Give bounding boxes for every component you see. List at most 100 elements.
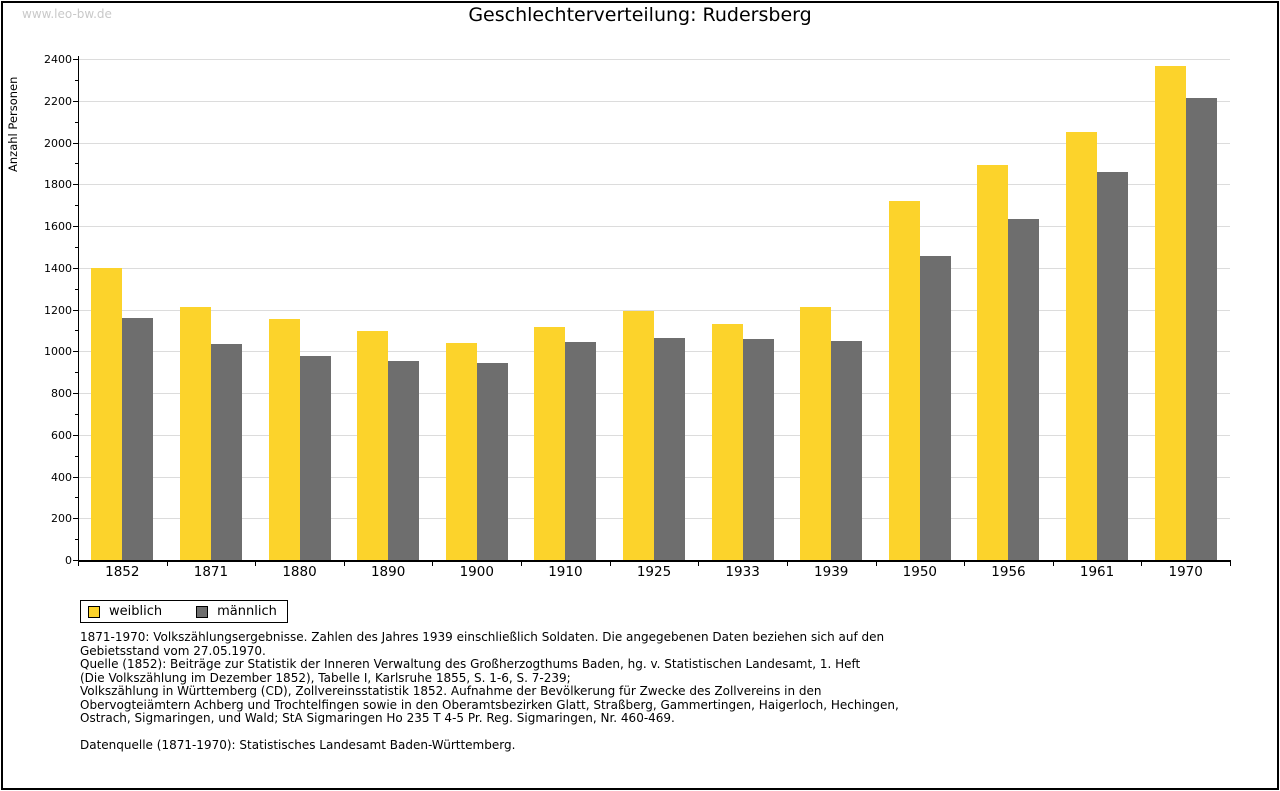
x-tick-5 [521,560,523,566]
bar-maennlich-1900 [476,362,508,560]
x-tick-label-1871: 1871 [193,564,229,580]
bar-maennlich-1852 [122,317,154,560]
x-tick-11 [1052,560,1054,566]
y-tick-900 [75,372,78,374]
bar-maennlich-1933 [742,338,774,560]
bar-weiblich-1970 [1154,66,1186,560]
legend-swatch-weiblich [88,605,100,618]
y-tick-label-1000: 1000 [44,345,72,359]
bar-weiblich-1900 [445,342,477,560]
y-tick-label-1800: 1800 [44,178,72,192]
y-tick-2400 [73,59,78,60]
x-tick-8 [786,560,788,566]
bar-maennlich-1970 [1185,97,1217,560]
y-tick-2100 [75,121,78,123]
x-tick-label-1956: 1956 [991,564,1026,580]
y-tick-label-200: 200 [51,512,72,526]
x-tick-label-1910: 1910 [548,564,583,580]
bar-weiblich-1939 [800,307,832,560]
bar-weiblich-1961 [1066,132,1098,560]
bar-weiblich-1871 [179,307,211,560]
y-tick-label-1200: 1200 [44,303,72,317]
x-axis-line [78,560,1231,562]
gridline-2000 [78,142,1230,144]
gridline-1800 [78,184,1230,186]
footnote-text: 1871-1970: Volkszählungsergebnisse. Zahl… [80,630,899,752]
gridline-2200 [78,100,1230,102]
legend-label-maennlich: männlich [217,604,277,619]
y-tick-1800 [73,184,78,186]
bar-weiblich-1880 [268,318,300,560]
y-tick-label-1400: 1400 [44,261,72,275]
y-tick-1400 [73,267,78,269]
y-tick-2200 [73,100,78,102]
y-tick-500 [75,455,78,457]
x-tick-label-1961: 1961 [1079,564,1115,580]
x-tick-label-1880: 1880 [282,564,317,580]
x-tick-label-1939: 1939 [814,564,849,580]
x-tick-3 [343,560,345,566]
y-tick-1700 [75,205,78,207]
x-tick-4 [432,560,434,566]
gridline-1200 [78,309,1230,311]
y-tick-600 [73,434,78,436]
bar-maennlich-1956 [1008,218,1040,560]
bar-weiblich-1950 [888,200,920,560]
x-tick-label-1950: 1950 [902,564,938,580]
y-tick-800 [73,393,78,394]
watermark: www.leo-bw.de [22,7,112,21]
x-tick-1 [166,560,168,566]
y-tick-200 [73,518,78,520]
x-tick-9 [875,560,877,566]
y-tick-label-600: 600 [51,428,72,442]
x-tick-2 [255,560,257,566]
y-tick-1100 [75,330,78,332]
bar-maennlich-1871 [210,343,242,560]
x-tick-label-1925: 1925 [636,564,672,580]
x-tick-label-1852: 1852 [105,564,140,580]
bar-maennlich-1961 [1097,171,1129,560]
x-tick-label-1900: 1900 [459,564,494,580]
y-tick-400 [73,476,78,478]
bar-maennlich-1880 [299,356,331,560]
gridline-1400 [78,267,1230,269]
y-tick-label-1600: 1600 [44,220,72,233]
bar-maennlich-1925 [654,337,685,560]
bar-weiblich-1852 [91,267,123,560]
bar-maennlich-1910 [565,341,597,560]
y-tick-label-800: 800 [51,387,72,400]
x-tick-0 [78,560,79,566]
bar-maennlich-1890 [388,360,420,560]
y-tick-100 [75,539,78,541]
legend-label-weiblich: weiblich [109,604,163,619]
bar-weiblich-1890 [357,331,389,560]
y-tick-1300 [75,288,78,290]
x-tick-12 [1141,560,1143,566]
bar-weiblich-1910 [534,327,566,560]
y-tick-label-2000: 2000 [44,136,72,150]
x-tick-label-1970: 1970 [1168,564,1203,580]
x-tick-10 [964,560,966,566]
y-tick-1500 [75,246,78,248]
x-tick-7 [698,560,700,566]
y-tick-label-2400: 2400 [44,53,72,66]
chart-title: Geschlechterverteilung: Rudersberg [468,4,812,26]
y-axis-line [78,56,79,560]
y-tick-1200 [73,309,78,311]
x-tick-label-1890: 1890 [370,564,406,580]
x-tick-13 [1230,560,1231,566]
bar-weiblich-1956 [977,165,1009,560]
x-tick-6 [609,560,611,566]
legend-swatch-maennlich [196,605,209,618]
y-tick-label-400: 400 [51,470,72,484]
y-tick-1000 [73,351,78,353]
y-tick-2000 [73,142,78,144]
legend: weiblich männlich [80,600,288,623]
y-tick-2300 [75,79,78,81]
y-tick-0 [73,560,78,561]
bar-weiblich-1933 [711,324,743,560]
y-tick-300 [75,497,78,499]
bar-maennlich-1939 [831,340,863,560]
